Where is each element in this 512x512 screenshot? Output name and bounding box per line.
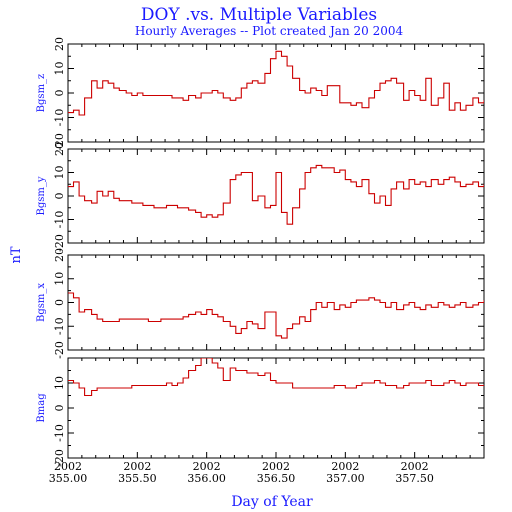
- y-tick-label: -20: [53, 449, 66, 467]
- x-tick-year: 2002: [401, 460, 429, 473]
- y-tick-label: -10: [53, 317, 66, 335]
- y-tick-label: -20: [53, 133, 66, 151]
- y-tick-label: 10: [53, 376, 66, 390]
- panel-bgsm-x: -20 -10 0 10 20 Bgsm_x: [36, 248, 485, 359]
- y-tick-label: 0: [53, 299, 66, 306]
- chart-title: DOY .vs. Multiple Variables: [141, 5, 377, 25]
- x-tick-label: 355.00: [49, 472, 88, 485]
- x-tick-year: 2002: [193, 460, 221, 473]
- y-axis-label: Bmag: [36, 393, 47, 423]
- y-tick-label: 0: [53, 193, 66, 200]
- y-tick-label: -10: [53, 211, 66, 229]
- y-tick-label: -10: [53, 424, 66, 442]
- series-line-bgsm-y: [68, 164, 484, 225]
- x-tick-label: 357.00: [326, 472, 365, 485]
- chart-subtitle: Hourly Averages -- Plot created Jan 20 2…: [135, 24, 404, 38]
- x-axis-label: Day of Year: [231, 494, 313, 510]
- x-tick-label: 357.50: [395, 472, 434, 485]
- series-line-bmag: [68, 358, 484, 397]
- y-axis-label: Bgsm_x: [36, 283, 47, 322]
- y-tick-label: 0: [53, 90, 66, 97]
- x-tick-label: 356.50: [257, 472, 296, 485]
- y-tick-label: 0: [53, 405, 66, 412]
- panel-bgsm-z: -20 -10 0 10 20 Bgsm_z: [36, 37, 485, 151]
- x-tick-year: 2002: [123, 460, 151, 473]
- y-axis-label: Bgsm_y: [36, 176, 47, 215]
- y-tick-label: 10: [53, 272, 66, 286]
- y-tick-label: 20: [53, 248, 66, 262]
- y-tick-label: 10: [53, 166, 66, 180]
- x-tick-label: 355.50: [118, 472, 157, 485]
- x-tick-year: 2002: [331, 460, 359, 473]
- y-tick-label: -20: [53, 341, 66, 359]
- y-tick-label: 10: [53, 62, 66, 76]
- x-tick-year: 2002: [262, 460, 290, 473]
- x-tick-year: 2002: [54, 460, 82, 473]
- panel-bmag: -20 -10 0 10 Bmag: [36, 357, 485, 467]
- y-tick-label: 20: [53, 37, 66, 51]
- y-tick-label: -20: [53, 234, 66, 252]
- x-tick-label: 356.00: [187, 472, 226, 485]
- y-tick-label: -10: [53, 109, 66, 127]
- series-line-bgsm-x: [68, 292, 484, 339]
- x-axis-ticks: 2002355.002002355.502002356.002002356.50…: [49, 460, 434, 485]
- panel-bgsm-y: -20 -10 0 10 20 Bgsm_y: [36, 142, 485, 252]
- unit-label: nT: [9, 246, 24, 263]
- y-axis-label: Bgsm_z: [36, 74, 47, 113]
- panel-frame: [67, 357, 485, 459]
- y-tick-label: 20: [53, 142, 66, 156]
- chart-panels: -20 -10 0 10 20 Bgsm_z -20 -10 0 10 20 Bgsm_y -20 -10…: [36, 37, 485, 467]
- series-line-bgsm-z: [68, 50, 484, 116]
